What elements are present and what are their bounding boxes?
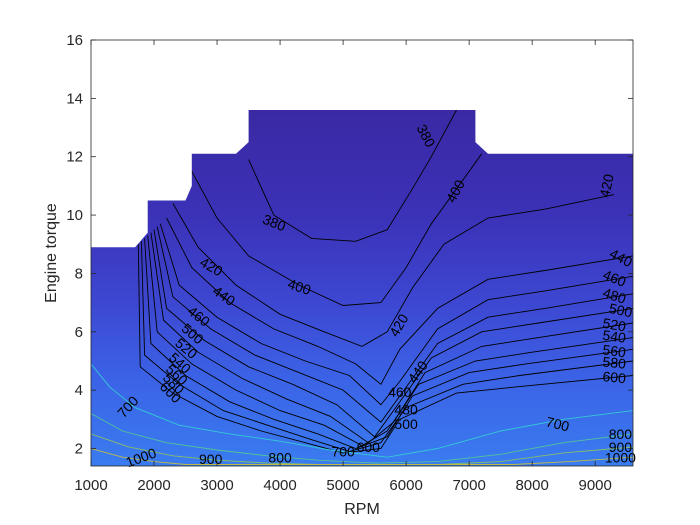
x-tick-label: 3000: [200, 477, 233, 494]
contour-line-800: [91, 413, 633, 464]
axes-box: [90, 39, 634, 467]
y-tick-label: 4: [75, 382, 83, 399]
contour-label: 580: [602, 353, 627, 371]
x-tick-label: 1000: [74, 477, 107, 494]
contour-label: 520: [601, 315, 627, 335]
contour-label: 420: [596, 172, 617, 198]
wechat-icon: [590, 491, 611, 508]
filled-region: [91, 110, 633, 466]
contour-label: 700: [331, 444, 355, 460]
y-tick-label: 10: [66, 207, 83, 224]
y-tick-label: 8: [75, 265, 83, 282]
contour-line-520: [150, 232, 633, 444]
contour-line-440: [166, 217, 633, 385]
contour-line-900: [91, 433, 633, 465]
contour-label: 1000: [605, 449, 636, 465]
contour-label: 800: [609, 426, 633, 442]
y-axis: 2 4 6 8 10 12 14 16: [66, 32, 633, 457]
x-tick-label: 5000: [326, 477, 359, 494]
contour-label: 400: [286, 276, 313, 299]
x-tick-label: 2000: [137, 477, 170, 494]
contour-label: 560: [602, 341, 628, 360]
x-axis-label: RPM: [344, 501, 380, 518]
x-tick-label: 7000: [452, 477, 485, 494]
contour-label: 540: [602, 327, 628, 346]
contour-line-1000: [91, 448, 633, 465]
x-tick-label: 9000: [578, 477, 611, 494]
y-axis-label: Engine torque: [43, 203, 60, 303]
contour-label: 600: [357, 439, 381, 455]
contour-line-480: [156, 226, 633, 423]
x-axis: 1000 2000 3000 4000 5000 6000 7000 8000 9000: [74, 40, 612, 494]
contour-line-420: [172, 194, 615, 347]
contour-label: 500: [608, 300, 634, 321]
contour-label: 800: [268, 449, 292, 465]
contour-lines: [91, 110, 633, 465]
x-tick-label: 6000: [389, 477, 422, 494]
contour-label: 460: [388, 384, 412, 400]
contour-line-600: [137, 244, 633, 454]
y-tick-label: 12: [66, 149, 83, 166]
contour-label: 500: [394, 416, 418, 432]
contour-label: 700: [544, 413, 571, 434]
contour-label: 900: [609, 439, 633, 455]
y-tick-label: 16: [66, 32, 83, 49]
contour-line-580: [140, 241, 633, 452]
watermark-text: 天天Matlab: [614, 493, 680, 508]
x-tick-label: 4000: [263, 477, 296, 494]
contour-line-400: [191, 153, 483, 306]
contour-line-500: [153, 229, 633, 438]
contour-line-460: [159, 223, 633, 406]
x-tick-label: 8000: [515, 477, 548, 494]
plot-area: 3803804004004204204204404404404604604604…: [90, 39, 636, 470]
contour-label: 600: [602, 368, 627, 386]
contour-line-380: [248, 110, 457, 242]
contour-label: 480: [394, 401, 418, 417]
contour-line-700: [91, 363, 633, 458]
y-tick-label: 2: [75, 440, 83, 457]
contour-line-560: [144, 238, 633, 449]
watermark: 天天Matlab: [590, 490, 680, 509]
y-tick-label: 14: [66, 90, 83, 107]
y-tick-label: 6: [75, 324, 83, 341]
contour-label: 900: [199, 451, 223, 467]
contour-line-540: [147, 235, 633, 447]
contour-label: 480: [601, 284, 628, 307]
